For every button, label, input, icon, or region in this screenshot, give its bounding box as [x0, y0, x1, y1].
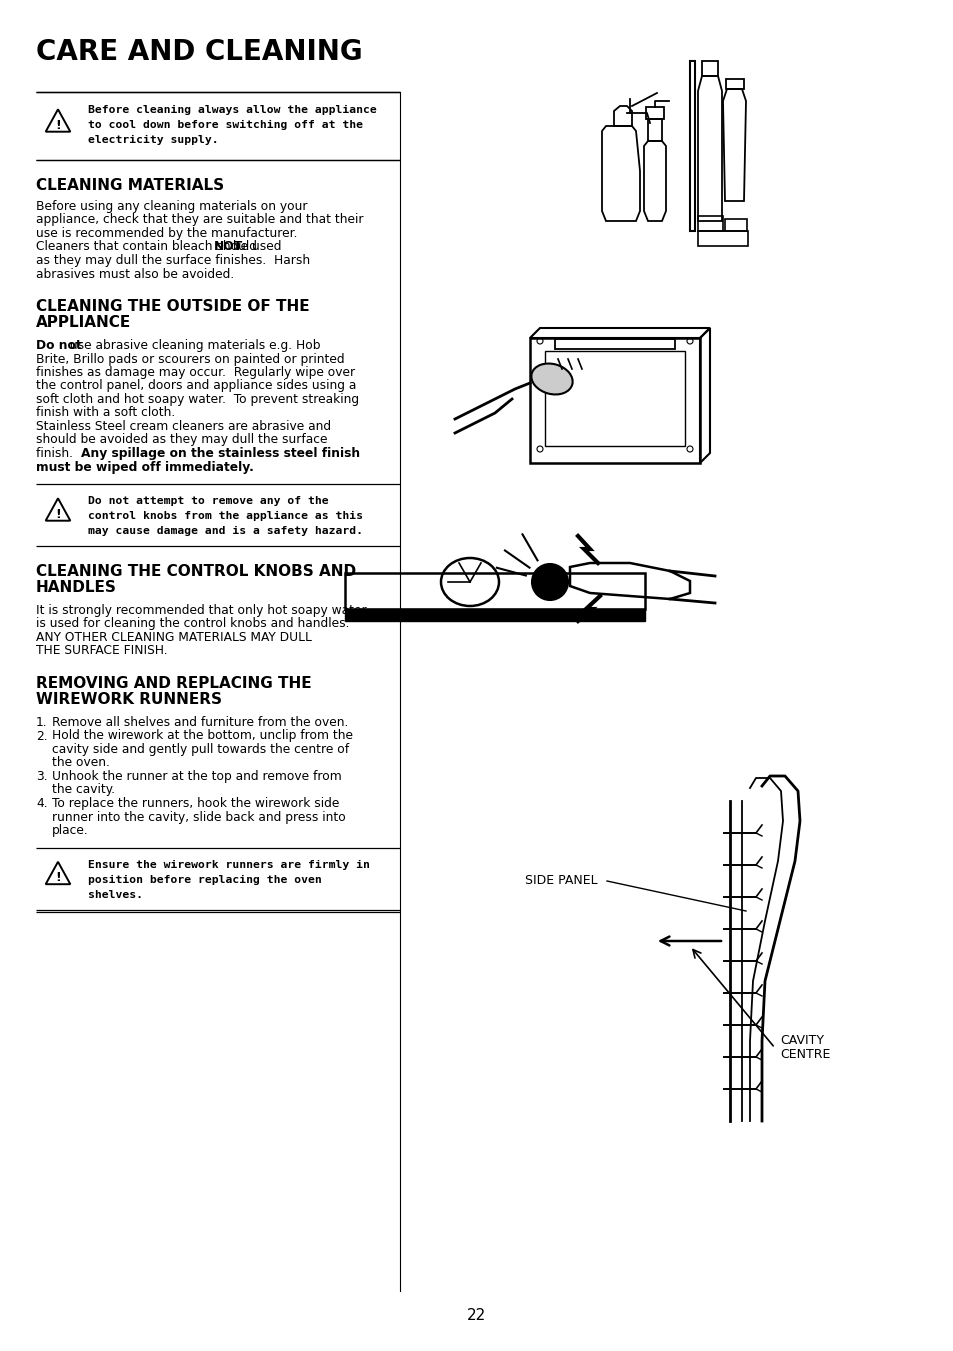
Text: CAVITY: CAVITY: [780, 1035, 823, 1047]
Text: Do not attempt to remove any of the: Do not attempt to remove any of the: [88, 496, 328, 507]
Text: 22: 22: [467, 1308, 486, 1323]
Bar: [689, 61, 695, 231]
Text: Any spillage on the stainless steel finish: Any spillage on the stainless steel fini…: [80, 447, 359, 459]
Text: electricity supply.: electricity supply.: [88, 135, 218, 145]
Text: !: !: [55, 508, 61, 520]
Text: place.: place.: [52, 824, 89, 838]
Text: ANY OTHER CLEANING MATERIALS MAY DULL: ANY OTHER CLEANING MATERIALS MAY DULL: [36, 631, 312, 644]
Text: should be avoided as they may dull the surface: should be avoided as they may dull the s…: [36, 434, 327, 446]
Text: finishes as damage may occur.  Regularly wipe over: finishes as damage may occur. Regularly …: [36, 366, 355, 380]
Bar: [345, 609, 644, 621]
Bar: [645, 107, 663, 119]
Text: appliance, check that they are suitable and that their: appliance, check that they are suitable …: [36, 213, 363, 227]
Text: to cool down before switching off at the: to cool down before switching off at the: [88, 120, 363, 130]
Text: Stainless Steel cream cleaners are abrasive and: Stainless Steel cream cleaners are abras…: [36, 420, 331, 434]
Text: THE SURFACE FINISH.: THE SURFACE FINISH.: [36, 644, 168, 658]
Text: !: !: [55, 119, 61, 131]
Text: WIREWORK RUNNERS: WIREWORK RUNNERS: [36, 692, 222, 707]
Text: the cavity.: the cavity.: [52, 784, 115, 797]
Text: Remove all shelves and furniture from the oven.: Remove all shelves and furniture from th…: [52, 716, 348, 730]
Text: is used for cleaning the control knobs and handles.: is used for cleaning the control knobs a…: [36, 617, 349, 631]
Text: may cause damage and is a safety hazard.: may cause damage and is a safety hazard.: [88, 526, 363, 536]
Bar: [725, 78, 743, 89]
Text: CLEANING THE CONTROL KNOBS AND: CLEANING THE CONTROL KNOBS AND: [36, 563, 355, 580]
Text: soft cloth and hot soapy water.  To prevent streaking: soft cloth and hot soapy water. To preve…: [36, 393, 358, 407]
Bar: [698, 216, 722, 231]
Text: Unhook the runner at the top and remove from: Unhook the runner at the top and remove …: [52, 770, 341, 784]
Text: Ensure the wirework runners are firmly in: Ensure the wirework runners are firmly i…: [88, 859, 370, 870]
Text: the control panel, doors and appliance sides using a: the control panel, doors and appliance s…: [36, 380, 356, 393]
Text: be used: be used: [229, 240, 281, 254]
Text: CLEANING THE OUTSIDE OF THE: CLEANING THE OUTSIDE OF THE: [36, 299, 310, 313]
Text: use abrasive cleaning materials e.g. Hob: use abrasive cleaning materials e.g. Hob: [66, 339, 320, 353]
Text: finish with a soft cloth.: finish with a soft cloth.: [36, 407, 175, 420]
Text: finish.: finish.: [36, 447, 81, 459]
Text: CARE AND CLEANING: CARE AND CLEANING: [36, 38, 362, 66]
Bar: [544, 351, 684, 446]
Text: CENTRE: CENTRE: [780, 1048, 829, 1062]
Text: must be wiped off immediately.: must be wiped off immediately.: [36, 461, 253, 473]
Text: position before replacing the oven: position before replacing the oven: [88, 874, 321, 885]
Text: !: !: [55, 871, 61, 884]
Text: APPLIANCE: APPLIANCE: [36, 315, 132, 330]
Text: Brite, Brillo pads or scourers on painted or printed: Brite, Brillo pads or scourers on painte…: [36, 353, 344, 366]
Text: use is recommended by the manufacturer.: use is recommended by the manufacturer.: [36, 227, 297, 240]
Text: abrasives must also be avoided.: abrasives must also be avoided.: [36, 267, 234, 281]
Text: 4.: 4.: [36, 797, 48, 811]
Text: 3.: 3.: [36, 770, 48, 784]
Circle shape: [532, 563, 567, 600]
Bar: [647, 119, 661, 141]
Text: 2.: 2.: [36, 730, 48, 743]
Text: Cleaners that contain bleach should: Cleaners that contain bleach should: [36, 240, 260, 254]
Text: as they may dull the surface finishes.  Harsh: as they may dull the surface finishes. H…: [36, 254, 310, 267]
Text: 1.: 1.: [36, 716, 48, 730]
Text: cavity side and gently pull towards the centre of: cavity side and gently pull towards the …: [52, 743, 349, 757]
Text: control knobs from the appliance as this: control knobs from the appliance as this: [88, 511, 363, 521]
Bar: [724, 219, 746, 231]
Ellipse shape: [531, 363, 572, 394]
Text: REMOVING AND REPLACING THE: REMOVING AND REPLACING THE: [36, 676, 312, 690]
Bar: [698, 231, 747, 246]
Text: shelves.: shelves.: [88, 889, 143, 900]
Bar: [701, 61, 718, 76]
Text: runner into the cavity, slide back and press into: runner into the cavity, slide back and p…: [52, 811, 345, 824]
Bar: [555, 339, 675, 349]
Text: Do not: Do not: [36, 339, 82, 353]
Text: Before using any cleaning materials on your: Before using any cleaning materials on y…: [36, 200, 307, 213]
Text: NOT: NOT: [214, 240, 243, 254]
Text: CLEANING MATERIALS: CLEANING MATERIALS: [36, 178, 224, 193]
Text: To replace the runners, hook the wirework side: To replace the runners, hook the wirewor…: [52, 797, 339, 811]
Text: It is strongly recommended that only hot soapy water: It is strongly recommended that only hot…: [36, 604, 366, 617]
Text: the oven.: the oven.: [52, 757, 110, 770]
Text: Hold the wirework at the bottom, unclip from the: Hold the wirework at the bottom, unclip …: [52, 730, 353, 743]
Bar: [530, 338, 700, 463]
Text: Before cleaning always allow the appliance: Before cleaning always allow the applian…: [88, 105, 376, 115]
Text: SIDE PANEL: SIDE PANEL: [524, 874, 597, 888]
Bar: [345, 573, 644, 609]
Text: HANDLES: HANDLES: [36, 580, 117, 594]
